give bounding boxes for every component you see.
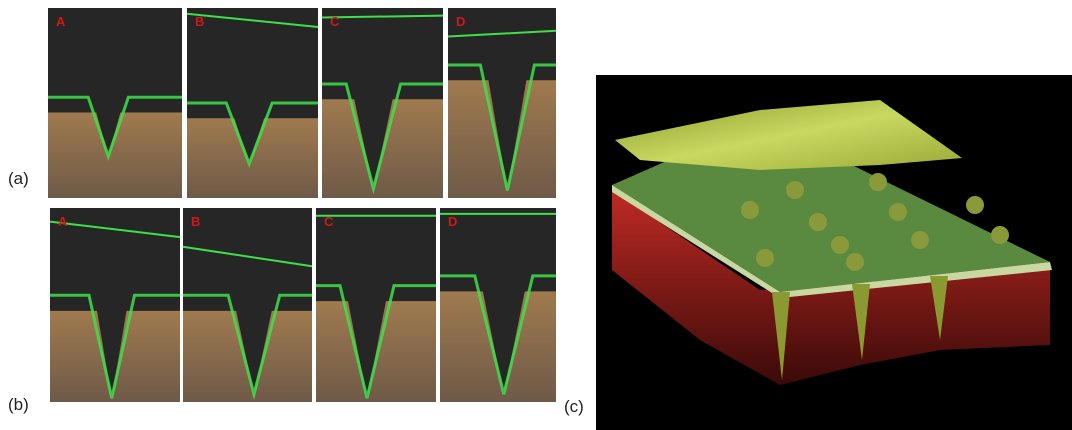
figure: A B C D A B C D (a) (b) (c) [0, 0, 1072, 430]
oct-panel: A [48, 8, 182, 198]
row-label: (a) [8, 169, 29, 188]
oct-panel: C [316, 208, 436, 402]
oct-panel: B [183, 208, 312, 402]
oct-panel: D [448, 8, 556, 198]
panel-letter: A [56, 14, 66, 29]
panel-letter: D [456, 14, 465, 29]
panel-label: (c) [564, 397, 584, 416]
row-label: (b) [8, 395, 29, 414]
panel-letter: B [191, 214, 200, 229]
oct-panel: D [440, 208, 556, 402]
panel-letter: A [58, 214, 68, 229]
panel-letter: B [195, 14, 204, 29]
oct-panel: C [322, 8, 443, 198]
panel-letter: C [324, 214, 334, 229]
oct-panel: B [187, 8, 318, 198]
volume-render [596, 75, 1072, 430]
oct-panel: A [50, 208, 180, 402]
panel-letter: C [330, 14, 340, 29]
oct-panels: A B C D A B C D [48, 8, 556, 402]
panel-letter: D [448, 214, 457, 229]
